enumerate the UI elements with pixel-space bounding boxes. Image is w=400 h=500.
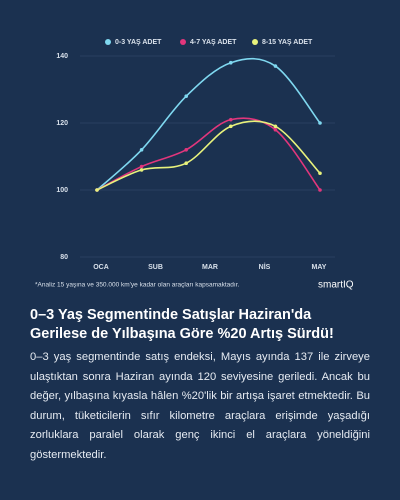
heading-line: 0–3 Yaş Segmentinde Satışlar Haziran'da bbox=[30, 307, 312, 323]
x-tick-label: MAY bbox=[312, 264, 327, 271]
series-line bbox=[96, 57, 321, 191]
x-tick-label: OCA bbox=[93, 264, 109, 271]
legend-label: 4-7 YAŞ ADET bbox=[190, 39, 237, 46]
point bbox=[95, 188, 99, 192]
point bbox=[184, 161, 188, 165]
x-tick-label: MAR bbox=[202, 264, 218, 271]
legend-swatch bbox=[105, 39, 111, 45]
y-tick-label: 80 bbox=[60, 254, 68, 261]
heading: 0–3 Yaş Segmentinde Satışlar Haziran'da G… bbox=[30, 306, 380, 344]
body-text: 0–3 yaş segmentinde satış endeksi, Mayıs… bbox=[30, 351, 370, 461]
point bbox=[318, 121, 322, 125]
legend-label: 0-3 YAŞ ADET bbox=[115, 39, 162, 46]
series-line bbox=[96, 120, 321, 191]
brand: smartIQ bbox=[318, 280, 354, 291]
y-tick-label: 100 bbox=[56, 187, 68, 194]
heading-line: Gerilese de Yılbaşına Göre %20 Artış Sür… bbox=[30, 326, 334, 342]
series-line bbox=[96, 117, 321, 191]
chart: *Analiz 15 yaşına ve 350.000 km'ye kadar… bbox=[35, 39, 354, 291]
point bbox=[318, 188, 322, 192]
point bbox=[139, 164, 144, 169]
y-tick-label: 140 bbox=[56, 53, 68, 60]
point bbox=[229, 117, 233, 122]
footnote: *Analiz 15 yaşına ve 350.000 km'ye kadar… bbox=[35, 282, 239, 289]
point bbox=[273, 64, 278, 68]
legend-label: 8-15 YAŞ ADET bbox=[262, 39, 313, 46]
point bbox=[184, 148, 188, 152]
y-tick-label: 120 bbox=[56, 120, 68, 127]
point bbox=[273, 127, 278, 132]
point bbox=[229, 124, 233, 129]
point bbox=[229, 60, 233, 65]
x-tick-label: SUB bbox=[148, 264, 163, 271]
point bbox=[273, 124, 278, 129]
legend-swatch bbox=[252, 39, 258, 45]
legend-swatch bbox=[180, 39, 186, 45]
point bbox=[184, 94, 188, 98]
point bbox=[139, 168, 144, 172]
x-tick-label: NİS bbox=[259, 263, 271, 271]
point bbox=[139, 148, 144, 152]
point bbox=[318, 171, 322, 176]
